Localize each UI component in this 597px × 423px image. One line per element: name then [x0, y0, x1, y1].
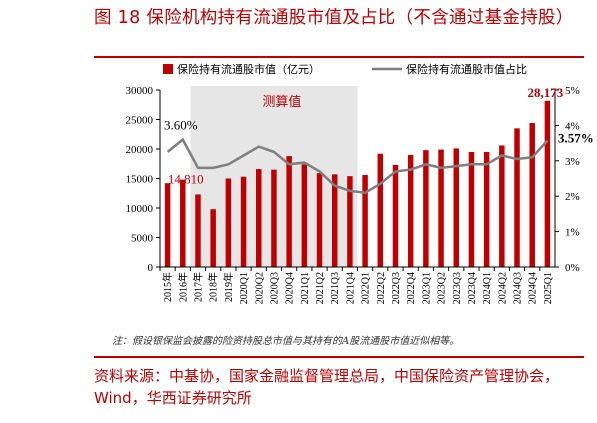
bar-2019年	[225, 178, 232, 267]
bar-2025Q1	[544, 100, 551, 267]
x-tick-label: 2015年	[161, 272, 174, 302]
x-tick-label: 2023Q1	[421, 272, 432, 304]
left-tick-label: 10000	[126, 203, 154, 215]
bar-2024Q1	[483, 151, 490, 267]
bar-2020Q3	[271, 169, 277, 267]
title-rule	[94, 56, 584, 58]
source-rule	[94, 356, 584, 358]
left-tick-label: 15000	[126, 174, 154, 186]
x-tick-label: 2019年	[222, 272, 235, 302]
left-tick-label: 25000	[126, 115, 154, 127]
bar-2023Q1	[423, 150, 429, 267]
bar-2023Q2	[438, 149, 444, 267]
figure-title: 图 18 保险机构持有流通股市值及占比（不含通过基金持股）	[94, 8, 574, 28]
footnote: 注：假设银保监会披露的险资持股总市值与其持有的A股流通股市值近似相等。	[112, 336, 460, 347]
x-tick-label: 2020Q2	[254, 272, 265, 304]
annotation-value-2025q1: 28,173	[528, 85, 564, 100]
bar-2023Q4	[468, 151, 475, 267]
right-tick-label: 4%	[565, 120, 580, 132]
bar-2020Q1	[240, 176, 247, 267]
x-tick-label: 2021Q3	[330, 272, 341, 304]
annotation-ratio-2016: 3.60%	[164, 118, 198, 133]
bar-2018年	[210, 209, 216, 267]
bar-2024Q2	[499, 145, 505, 267]
left-tick-label: 0	[148, 262, 154, 274]
x-tick-label: 2016年	[176, 272, 189, 302]
left-tick-label: 20000	[126, 144, 154, 156]
left-tick-label: 5000	[131, 233, 154, 245]
x-tick-label: 2020Q1	[239, 272, 250, 304]
x-tick-label: 2022Q1	[361, 272, 372, 304]
bar-2022Q2	[377, 153, 384, 267]
x-tick-label: 2023Q3	[452, 272, 463, 304]
legend: 保险持有流通股市值（亿元） 保险持有流通股市值占比	[163, 62, 527, 76]
bar-2021Q4	[347, 176, 353, 267]
right-tick-label: 2%	[565, 191, 580, 203]
estimated-region-label: 测算值	[262, 94, 301, 110]
legend-bar-swatch	[163, 64, 173, 74]
bar-2022Q3	[392, 164, 399, 267]
x-tick-label: 2020Q3	[269, 272, 280, 304]
bar-2024Q3	[514, 128, 520, 267]
bars	[164, 100, 551, 267]
x-tick-label: 2021Q2	[315, 272, 326, 304]
annotations: 3.60% 14,810 28,173 3.57%	[164, 85, 594, 187]
x-tick-label: 2022Q2	[376, 272, 387, 304]
bar-2021Q1	[301, 164, 308, 267]
bar-2023Q3	[453, 148, 459, 267]
x-tick-label: 2022Q4	[406, 272, 417, 304]
bar-2022Q4	[407, 154, 414, 267]
x-tick-label: 2025Q1	[543, 272, 554, 304]
bar-2024Q4	[529, 123, 535, 267]
x-tick-label: 2018年	[207, 272, 220, 302]
x-tick-label: 2024Q2	[497, 272, 508, 304]
x-tick-label: 2024Q3	[513, 272, 524, 304]
x-tick-label: 2017年	[192, 272, 205, 302]
legend-bar-label: 保险持有流通股市值（亿元）	[177, 62, 320, 76]
bar-2022Q1	[362, 174, 368, 267]
bar-2021Q3	[331, 174, 338, 267]
x-tick-label: 2023Q2	[437, 272, 448, 304]
bar-2020Q2	[256, 169, 262, 267]
right-tick-label: 1%	[565, 227, 580, 239]
left-tick-label: 30000	[126, 85, 154, 97]
x-tick-label: 2021Q1	[300, 272, 311, 304]
x-tick-label: 2020Q4	[285, 272, 296, 304]
bar-2021Q2	[316, 173, 323, 267]
axes: 0 5000 10000 15000 20000 25000 30000 0% 1% 2% 3% 4%…	[126, 85, 580, 304]
right-tick-label: 0%	[565, 262, 580, 274]
bar-2016年	[180, 179, 186, 267]
annotation-ratio-2025q1: 3.57%	[558, 131, 594, 146]
x-tick-label: 2024Q1	[482, 272, 493, 304]
right-tick-label: 3%	[565, 156, 580, 168]
bar-2017年	[195, 194, 201, 267]
annotation-value-2016: 14,810	[168, 172, 204, 187]
legend-line-label: 保险持有流通股市值占比	[406, 62, 527, 76]
source-text: 资料来源：中基协，国家金融监督管理总局，中国保险资产管理协会，Wind，华西证券…	[94, 367, 560, 407]
bar-2020Q4	[286, 156, 292, 267]
right-tick-label: 5%	[565, 85, 580, 97]
ratio-line	[166, 137, 549, 194]
x-tick-label: 2024Q4	[528, 272, 539, 304]
x-tick-label: 2022Q3	[391, 272, 402, 304]
bar-2015年	[164, 183, 171, 267]
ratio-line-path	[166, 137, 549, 194]
x-tick-label: 2023Q4	[467, 272, 478, 304]
x-tick-label: 2021Q4	[345, 272, 356, 304]
